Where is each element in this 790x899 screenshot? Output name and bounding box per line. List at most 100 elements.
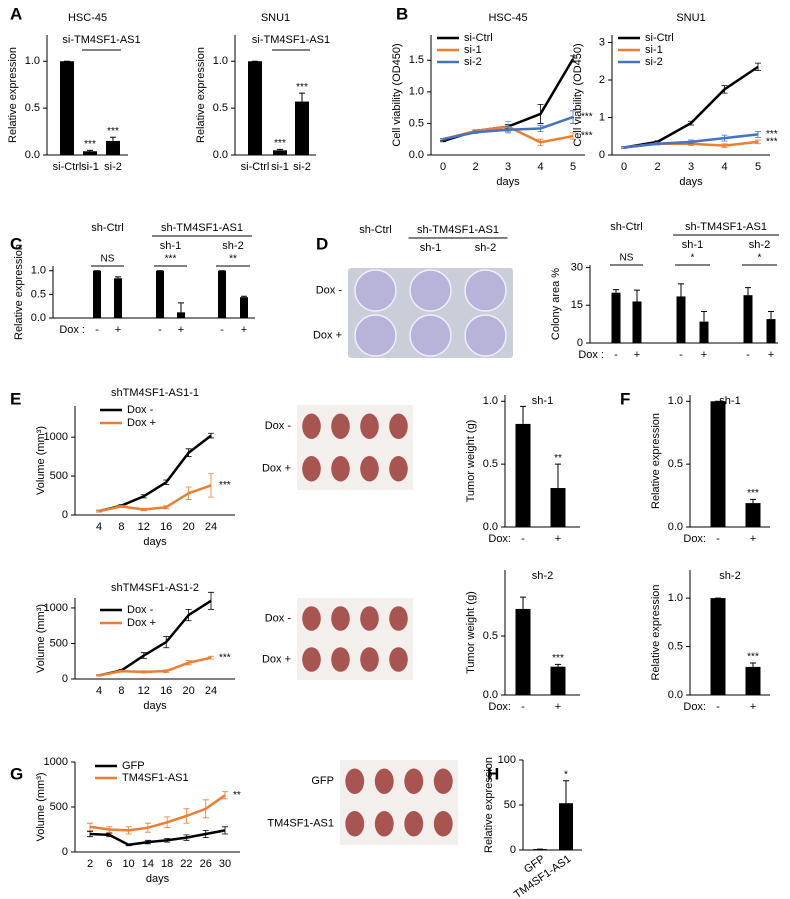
y-tick-label: 0.0: [668, 689, 683, 701]
series-line: [98, 656, 212, 677]
error-bar: [768, 311, 774, 320]
tumor: [433, 768, 453, 794]
error-bar: [678, 283, 684, 297]
significance: ***: [766, 137, 778, 148]
error-bar: [87, 830, 93, 838]
panel-letter: D: [316, 234, 328, 253]
x-tick-label: 4: [721, 161, 727, 173]
well: [409, 269, 452, 312]
x-tick-label: +: [768, 349, 774, 361]
x-tick-label: +: [701, 349, 707, 361]
significance: NS: [620, 253, 634, 264]
error-bar: [164, 838, 171, 843]
bar: [515, 608, 531, 695]
legend-label: si-2: [645, 56, 663, 68]
group-label: sh-Ctrl: [359, 224, 391, 236]
legend-label: si-1: [645, 44, 663, 56]
significance: ***: [552, 653, 564, 664]
series-line: [89, 794, 226, 832]
error-bar: [106, 832, 113, 838]
tumor: [389, 647, 408, 672]
y-tick-label: 0.5: [25, 102, 40, 114]
error-bar: [750, 498, 756, 504]
error-bar: [140, 652, 147, 659]
y-axis-label: Colony area %: [550, 268, 562, 340]
error-bar: [721, 134, 728, 142]
error-bar: [688, 120, 694, 126]
x-tick-label: si-1: [271, 161, 289, 173]
x-tick-label: 0: [440, 161, 446, 173]
bar: [106, 140, 120, 155]
bar: [611, 292, 621, 343]
bar: [240, 297, 248, 318]
x-tick-label: 8: [118, 521, 124, 533]
y-tick-label: 0.5: [483, 630, 498, 642]
panel-letter: H: [487, 764, 499, 783]
error-bar: [125, 843, 132, 847]
bar: [559, 803, 573, 850]
error-bar: [185, 660, 192, 666]
chart-title: HSC-45: [68, 12, 107, 24]
x-tick-label: si-2: [104, 161, 122, 173]
bar: [83, 151, 97, 155]
y-tick-label: 1000: [44, 756, 68, 768]
y-tick-label: 0.0: [213, 149, 228, 161]
y-tick-label: 100: [498, 754, 516, 766]
y-tick-label: 1: [599, 111, 605, 123]
y-tick-label: 0: [62, 673, 68, 685]
row-label: Dox -: [265, 420, 292, 432]
x-tick-label: -: [716, 701, 720, 713]
x-tick-label: 5: [755, 161, 761, 173]
group-label: sh-2: [749, 239, 770, 251]
significance: ***: [219, 652, 231, 663]
x-tick-label: si-2: [293, 161, 311, 173]
y-axis-label: Relative expression: [13, 244, 25, 340]
x-tick-label: +: [634, 349, 640, 361]
tumor: [345, 811, 365, 837]
error-bar: [621, 146, 627, 149]
error-bar: [183, 808, 190, 824]
y-tick-label: 0.5: [31, 288, 46, 300]
error-bar: [183, 834, 190, 841]
y-tick-label: 0.5: [668, 640, 683, 652]
error-bar: [755, 139, 761, 145]
error-bar: [745, 287, 751, 296]
tumor: [360, 606, 379, 631]
error-bar: [202, 830, 209, 838]
x-prefix: Dox :: [59, 324, 85, 336]
x-tick-label: 24: [205, 521, 217, 533]
bar: [60, 61, 74, 155]
bar: [743, 295, 753, 343]
error-bar: [570, 132, 576, 140]
significance: ***: [219, 480, 231, 491]
error-bar: [208, 591, 214, 610]
panel-letter: C: [10, 234, 22, 253]
y-tick-label: 1.0: [668, 592, 683, 604]
x-prefix: Dox:: [683, 701, 706, 713]
x-tick-label: 4: [96, 685, 102, 697]
significance: ***: [581, 112, 593, 123]
error-bar: [537, 104, 544, 124]
x-tick-label: -: [521, 701, 525, 713]
x-tick-label: +: [178, 324, 184, 336]
y-tick-label: 3: [599, 36, 605, 48]
chart-title: SNU1: [676, 12, 705, 24]
error-bar: [202, 799, 209, 819]
significance: **: [554, 453, 562, 464]
x-tick-label: -: [746, 349, 750, 361]
x-axis-label: days: [143, 700, 167, 712]
error-bar: [634, 289, 640, 302]
y-tick-label: 30: [571, 261, 583, 273]
y-axis-label: Volume (mm³): [35, 426, 47, 495]
error-bar: [472, 130, 479, 134]
group-label: sh-1: [420, 242, 441, 254]
error-bar: [440, 140, 446, 143]
legend-label: TM4SF1-AS1: [122, 772, 189, 784]
y-tick-label: 1.0: [31, 265, 46, 277]
chart-title: HSC-45: [488, 12, 527, 24]
legend-label: Dox +: [127, 617, 156, 629]
tumor: [404, 768, 424, 794]
tumor: [404, 811, 424, 837]
x-tick-label: 18: [161, 858, 173, 870]
bar: [745, 503, 761, 527]
